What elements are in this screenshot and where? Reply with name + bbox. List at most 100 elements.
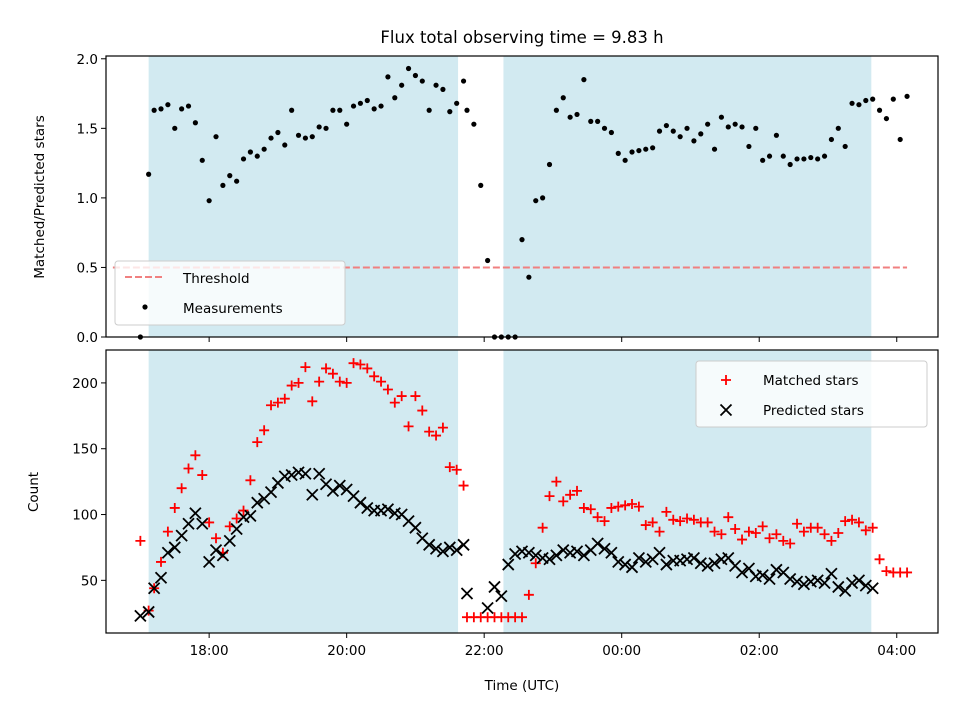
measurement-point [419,78,425,84]
predicted-stars-point [660,558,673,571]
measurement-point [519,237,525,243]
measurement-point [357,100,364,106]
predicted-stars-point [326,484,340,497]
y-tick-label: 200 [72,376,98,392]
predicted-stars-point [361,501,374,515]
matched-stars-point [840,516,851,527]
matched-stars-point [688,514,699,525]
measurement-point [206,198,212,204]
y-tick-label: 150 [72,442,98,458]
matched-stars-point [272,397,283,408]
predicted-stars-point [134,609,147,623]
matched-stars-point [798,526,809,537]
measurement-point [275,129,281,136]
measurement-point [718,114,725,120]
measurement-point [282,142,288,148]
matched-stars-point [592,512,603,523]
measurement-point [392,95,398,101]
predicted-stars-point [443,541,456,554]
predicted-stars-point [460,587,474,600]
matched-stars-point [369,371,380,382]
measurement-point [412,72,419,79]
measurement-point [526,274,532,280]
matched-stars-point [778,535,789,546]
measurement-point [240,156,247,162]
matched-stars-point [867,522,878,533]
matched-stars-point [355,359,366,370]
matched-stars-point [307,396,318,407]
matched-stars-point [135,535,146,546]
measurement-point [192,120,198,126]
predicted-stars-point [216,549,230,562]
matched-stars-point [675,516,686,527]
legend-matched-label: Matched stars [763,373,859,389]
y-tick-label: 0.0 [77,330,98,346]
measurement-point [172,125,178,131]
predicted-stars-point [142,605,155,619]
predicted-stars-point [429,542,443,555]
x-tick-label: 20:00 [327,643,366,659]
predicted-stars-point [175,529,188,542]
y-tick-label: 2.0 [77,52,98,68]
legend-measurements-label: Measurements [183,301,283,317]
measurement-point [746,143,752,150]
matched-stars-point [190,450,201,461]
measurement-point [247,149,253,155]
y-tick-label: 1.5 [77,121,98,137]
ratio-x-ticks [208,337,898,342]
predicted-stars-point [488,580,501,594]
predicted-stars-point [522,546,536,559]
measurement-point [787,161,793,168]
measurement-point [146,171,152,177]
measurement-point [636,147,642,154]
x-tick-label: 22:00 [465,643,504,659]
x-tick-label: 18:00 [190,643,229,659]
matched-stars-point [279,393,290,404]
measurement-point [856,102,862,108]
matched-stars-point [245,475,256,486]
measurement-point [344,121,350,127]
matched-stars-point [682,513,693,524]
measurement-point [553,107,559,113]
measurement-point [574,111,580,118]
predicted-stars-point [605,546,618,559]
matched-stars-point [702,517,713,528]
matched-stars-point [730,524,741,535]
matched-stars-point [757,521,768,532]
predicted-stars-point [285,468,298,482]
predicted-stars-point [852,574,866,587]
measurement-point [595,118,601,124]
matched-stars-point [613,501,624,512]
matched-stars-point [723,512,734,523]
count-x-ticks: 18:00 20:00 22:00 00:00 02:00 04:00 [190,633,916,659]
measurement-point [364,97,370,104]
predicted-stars-point [299,467,312,480]
predicted-stars-point [687,551,701,565]
measurement-point [567,114,573,120]
matched-stars-point [389,397,400,408]
predicted-stars-point [450,543,463,557]
measurement-point [705,121,711,127]
measurement-point [478,182,484,188]
predicted-stars-point [598,542,611,555]
matched-stars-point [204,517,215,528]
predicted-stars-point [811,574,824,587]
predicted-stars-point [508,547,522,561]
predicted-stars-point [653,546,666,559]
measurement-point [485,257,491,264]
predicted-stars-point [423,538,436,551]
measurement-point [295,132,302,138]
matched-stars-point [565,489,576,500]
measurement-point [801,156,807,162]
measurement-point [460,78,467,84]
measurement-point [876,107,883,113]
predicted-stars-point [189,507,202,520]
predicted-stars-point [154,571,168,584]
legend-predicted-swatch [719,403,733,417]
measurement-point [330,107,336,113]
matched-stars-point [321,363,332,374]
ratio-panel: 0.00.51.01.52.0 Matched/Predicted stars … [32,52,939,346]
matched-stars-point [252,437,263,448]
predicted-stars-point [161,546,175,559]
